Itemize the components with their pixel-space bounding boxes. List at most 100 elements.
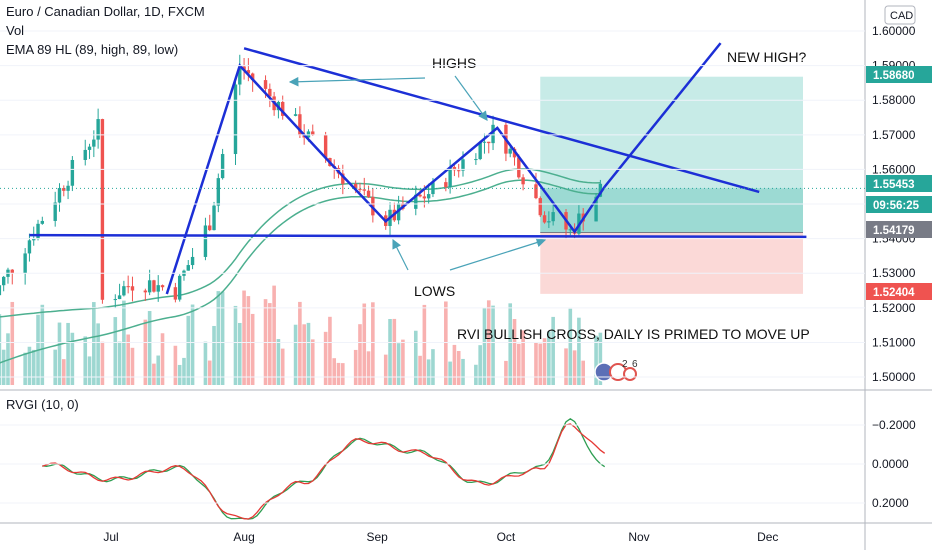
candle-body — [461, 159, 465, 171]
currency-label: CAD — [890, 10, 913, 22]
price-axis[interactable] — [865, 0, 932, 550]
candle-body — [147, 280, 152, 293]
volume-bar — [418, 355, 422, 385]
candle-body — [426, 194, 431, 199]
rvi-note: RVI BULLISH CROSS, DAILY IS PRIMED TO MO… — [457, 326, 810, 342]
volume-bar — [182, 357, 186, 385]
symbol-title[interactable]: Euro / Canadian Dollar, 1D, FXCM — [6, 4, 205, 19]
price-tick: 1.56000 — [872, 162, 916, 176]
volume-bar — [547, 331, 551, 385]
candle-body — [293, 114, 298, 116]
candle-body — [422, 196, 427, 199]
annotation-arrow — [288, 76, 426, 87]
candle-body — [594, 196, 598, 222]
time-tick: Aug — [233, 530, 254, 544]
candle-body — [62, 188, 66, 191]
candle-body — [203, 225, 208, 257]
candle-body — [508, 148, 512, 154]
volume-bar — [250, 313, 255, 385]
volume-bar — [113, 317, 118, 385]
projection-trendline[interactable] — [603, 42, 722, 188]
candle-body — [418, 194, 422, 197]
volume-bar — [538, 343, 543, 385]
highs-label: HIGHS — [432, 55, 476, 71]
volume-bar — [212, 325, 216, 385]
candle-body — [551, 212, 555, 222]
volume-bar — [57, 322, 62, 385]
candle-body — [10, 269, 14, 274]
candle-body — [281, 101, 285, 116]
candle-body — [238, 66, 242, 85]
volume-bar — [310, 339, 315, 385]
rvgi-tick: 0.2000 — [872, 496, 909, 510]
volume-bar — [70, 332, 75, 385]
entry-tag-bg — [866, 221, 932, 238]
volume-bars — [0, 285, 603, 385]
volume-bar — [568, 308, 573, 385]
volume-bar — [220, 291, 225, 385]
volume-bar — [482, 308, 487, 385]
volume-bar — [31, 349, 36, 385]
volume-bar — [268, 303, 272, 385]
candle-body — [250, 73, 255, 81]
countdown-tag-text: 09:56:25 — [873, 200, 920, 212]
volume-bar — [358, 324, 362, 385]
volume-bar — [392, 318, 397, 385]
volume-bar — [362, 303, 367, 385]
candle-body — [143, 290, 148, 293]
volume-bar — [186, 315, 191, 385]
candle-body — [190, 256, 195, 266]
candle-body — [83, 149, 87, 160]
events-badge[interactable]: 2 6 — [594, 359, 638, 382]
candle-body — [173, 287, 178, 300]
vol-legend[interactable]: Vol — [6, 23, 25, 38]
candle-body — [246, 70, 251, 74]
candle-body — [32, 238, 36, 241]
candle-body — [212, 205, 216, 231]
volume-bar — [293, 324, 298, 385]
loss-zone[interactable] — [540, 232, 803, 294]
new-high-label: NEW HIGH? — [727, 49, 807, 65]
time-tick: Oct — [497, 530, 516, 544]
volume-bar — [426, 359, 431, 385]
price-tick: 1.57000 — [872, 128, 916, 142]
candle-body — [0, 285, 2, 296]
volume-bar — [478, 345, 482, 385]
time-tick: Nov — [628, 530, 649, 544]
event-count-2: 6 — [632, 359, 638, 370]
candle-body — [323, 134, 328, 158]
ema-legend[interactable]: EMA 89 HL (89, high, 89, low) — [6, 42, 179, 57]
current-price-tag: 1.55453 — [866, 175, 932, 192]
time-tick: Dec — [757, 530, 778, 544]
position-zones[interactable] — [540, 76, 803, 294]
currency-button[interactable]: CAD — [884, 5, 916, 25]
candle-body — [100, 119, 105, 300]
support-trendline[interactable] — [29, 233, 807, 239]
candle-body — [517, 157, 521, 178]
candle-body — [482, 141, 487, 143]
volume-bar — [564, 348, 568, 385]
volume-bar — [156, 355, 161, 385]
resistance-trendline[interactable] — [243, 47, 760, 194]
candle-body — [117, 295, 122, 300]
volume-bar — [1, 349, 6, 385]
volume-bar — [40, 304, 45, 385]
volume-bar — [594, 335, 598, 385]
volume-bar — [512, 319, 517, 385]
candle-body — [521, 177, 525, 185]
ema-high-line — [0, 168, 601, 318]
rvgi-legend[interactable]: RVGI (10, 0) — [6, 397, 79, 412]
volume-bar — [190, 304, 195, 385]
price-tick: 1.52000 — [872, 301, 916, 315]
volume-bar — [371, 302, 375, 385]
annotation-arrow — [392, 238, 409, 271]
candle-body — [177, 275, 182, 300]
candle-body — [57, 188, 62, 203]
volume-bar — [96, 323, 100, 385]
time-tick: Jul — [103, 530, 118, 544]
ema-hl-lines — [0, 168, 601, 364]
candle-body — [353, 183, 358, 189]
candle-body — [152, 280, 156, 292]
annotation-arrows — [288, 75, 547, 271]
